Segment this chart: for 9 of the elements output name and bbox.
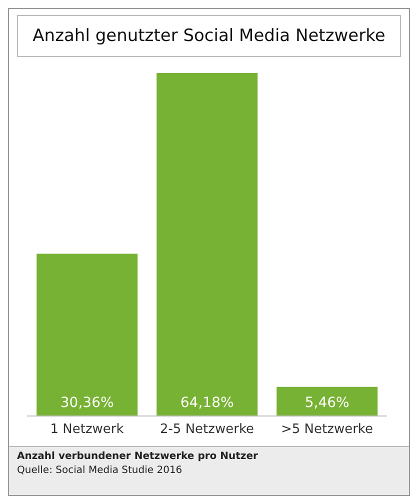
text: Anzahl verbundener Netzwerke pro Nutzer [17,450,259,464]
data-label: 30,36% [60,395,114,411]
source-note: Quelle: Social Media Studie 2016 [17,464,184,478]
chart-title: Anzahl genutzter Social Media Netzwerke [17,15,401,57]
data-label: 5,46% [304,395,350,411]
data-label: 64,18% [180,395,234,411]
x-tick-label: 2-5 Netzwerke [160,422,254,438]
x-tick-label: >5 Netzwerke [281,422,373,438]
x-tick-label: 1 Netzwerk [50,422,124,438]
